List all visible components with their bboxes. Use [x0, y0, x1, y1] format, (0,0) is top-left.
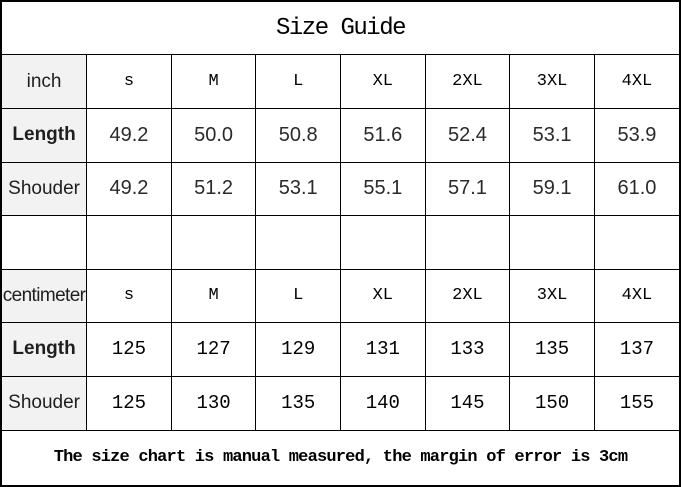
size-header-cell: XL [340, 268, 426, 323]
size-header-cell: 4XL [593, 55, 679, 109]
table-row-spacer [2, 215, 679, 270]
value-cell: 125 [86, 322, 172, 377]
value-cell: 55.1 [340, 161, 426, 216]
value-cell: 135 [255, 375, 341, 430]
value-cell: 127 [170, 322, 257, 377]
row-label-length: Length [2, 322, 88, 377]
value-cell: 140 [340, 375, 426, 430]
value-cell: 49.2 [86, 108, 172, 163]
empty-cell [255, 215, 341, 270]
size-table: inch s M L XL 2XL 3XL 4XL Length 49.2 50… [2, 55, 679, 430]
footer-row: The size chart is manual measured, the m… [2, 429, 679, 486]
value-cell: 59.1 [509, 161, 595, 216]
size-header-cell: 2XL [424, 268, 511, 323]
empty-cell [593, 215, 679, 270]
value-cell: 53.9 [593, 108, 679, 163]
value-cell: 51.2 [170, 161, 257, 216]
size-header-cell: s [86, 268, 172, 323]
value-cell: 53.1 [509, 108, 595, 163]
table-row-cm-shoulder: Shouder 125 130 135 140 145 150 155 [2, 375, 679, 430]
table-row-inch-sizes: inch s M L XL 2XL 3XL 4XL [2, 55, 679, 109]
empty-cell [2, 215, 88, 270]
value-cell: 50.8 [255, 108, 341, 163]
value-cell: 145 [424, 375, 511, 430]
size-header-cell: M [170, 268, 257, 323]
size-header-cell: s [86, 55, 172, 109]
size-header-cell: L [255, 55, 341, 109]
empty-cell [424, 215, 511, 270]
empty-cell [86, 215, 172, 270]
table-row-inch-length: Length 49.2 50.0 50.8 51.6 52.4 53.1 53.… [2, 108, 679, 163]
table-row-inch-shoulder: Shouder 49.2 51.2 53.1 55.1 57.1 59.1 61… [2, 161, 679, 216]
size-header-cell: M [170, 55, 257, 109]
size-header-cell: XL [340, 55, 426, 109]
row-label-shoulder: Shouder [2, 161, 88, 216]
value-cell: 50.0 [170, 108, 257, 163]
value-cell: 131 [340, 322, 426, 377]
value-cell: 150 [509, 375, 595, 430]
value-cell: 133 [424, 322, 511, 377]
value-cell: 155 [593, 375, 679, 430]
empty-cell [509, 215, 595, 270]
value-cell: 49.2 [86, 161, 172, 216]
unit-cell-centimeter: centimeter [2, 268, 88, 323]
value-cell: 52.4 [424, 108, 511, 163]
value-cell: 137 [593, 322, 679, 377]
size-header-cell: L [255, 268, 341, 323]
page-title: Size Guide [275, 14, 407, 42]
footnote: The size chart is manual measured, the m… [53, 448, 628, 468]
size-header-cell: 4XL [593, 268, 679, 323]
row-label-length: Length [2, 108, 88, 163]
title-row: Size Guide [2, 2, 679, 55]
empty-cell [340, 215, 426, 270]
value-cell: 135 [509, 322, 595, 377]
value-cell: 51.6 [340, 108, 426, 163]
size-header-cell: 3XL [509, 268, 595, 323]
value-cell: 125 [86, 375, 172, 430]
unit-cell-inch: inch [2, 55, 88, 109]
empty-cell [170, 215, 257, 270]
value-cell: 57.1 [424, 161, 511, 216]
table-row-cm-length: Length 125 127 129 131 133 135 137 [2, 322, 679, 377]
value-cell: 53.1 [255, 161, 341, 216]
table-row-cm-sizes: centimeter s M L XL 2XL 3XL 4XL [2, 268, 679, 323]
size-header-cell: 2XL [424, 55, 511, 109]
value-cell: 129 [255, 322, 341, 377]
size-header-cell: 3XL [509, 55, 595, 109]
value-cell: 61.0 [593, 161, 679, 216]
row-label-shoulder: Shouder [2, 375, 88, 430]
value-cell: 130 [170, 375, 257, 430]
